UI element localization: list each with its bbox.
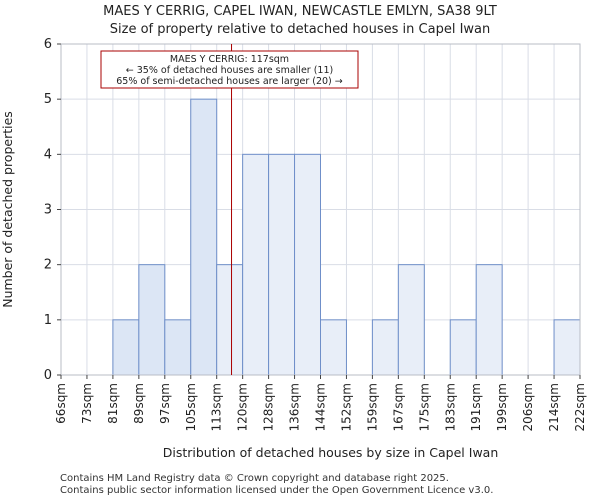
x-tick-label: 152sqm [339,383,353,431]
chart-title: MAES Y CERRIG, CAPEL IWAN, NEWCASTLE EML… [103,4,497,19]
histogram-bar [320,319,347,376]
x-axis-label: Distribution of detached houses by size … [163,445,499,460]
histogram-bar [112,319,140,376]
x-tick-label: 167sqm [391,383,405,431]
footer-licence: Contains public sector information licen… [60,485,494,496]
histogram-bar [553,319,581,376]
x-tick-label: 183sqm [443,383,457,431]
y-tick-label: 6 [44,37,52,52]
x-tick-label: 136sqm [288,383,302,431]
x-tick-label: 66sqm [54,383,68,424]
histogram-bar [190,98,218,376]
y-tick-label: 4 [44,147,52,162]
x-tick-label: 120sqm [236,383,250,431]
histogram-bar [449,319,477,376]
y-tick-label: 3 [44,203,52,218]
x-tick-label: 206sqm [521,383,535,431]
histogram-bar [268,153,296,376]
chart-subtitle: Size of property relative to detached ho… [109,22,491,37]
annotation-line: 65% of semi-detached houses are larger (… [116,76,343,87]
annotation-line: MAES Y CERRIG: 117sqm [170,54,289,65]
y-tick-label: 2 [44,258,52,273]
x-tick-label: 97sqm [158,383,172,424]
y-tick-label: 0 [44,368,52,383]
annotation-line: ← 35% of detached houses are smaller (11… [126,65,333,76]
histogram-bar [138,264,166,376]
x-tick-label: 191sqm [469,383,483,431]
x-tick-label: 73sqm [80,383,94,424]
histogram-bar [397,264,425,376]
x-tick-label: 199sqm [495,383,509,431]
y-tick-label: 1 [44,313,52,328]
x-tick-label: 89sqm [132,383,146,424]
x-tick-label: 105sqm [184,383,198,431]
x-tick-label: 175sqm [417,383,431,431]
footer-copyright: Contains HM Land Registry data © Crown c… [60,473,449,484]
x-tick-label: 128sqm [262,383,276,431]
histogram-bar [371,319,399,376]
y-axis-label: Number of detached properties [0,111,15,308]
histogram-bar [242,153,270,376]
x-tick-label: 81sqm [106,383,120,424]
x-tick-label: 159sqm [365,383,379,431]
histogram-bar [216,264,244,376]
histogram-bar [294,153,321,376]
x-tick-label: 144sqm [314,383,328,431]
x-tick-label: 214sqm [547,383,561,431]
histogram-bar [164,319,192,376]
y-tick-label: 5 [44,92,52,107]
annotation-box [100,50,359,89]
x-tick-label: 113sqm [210,383,224,431]
histogram-bar [475,264,503,376]
x-tick-label: 222sqm [573,383,587,431]
